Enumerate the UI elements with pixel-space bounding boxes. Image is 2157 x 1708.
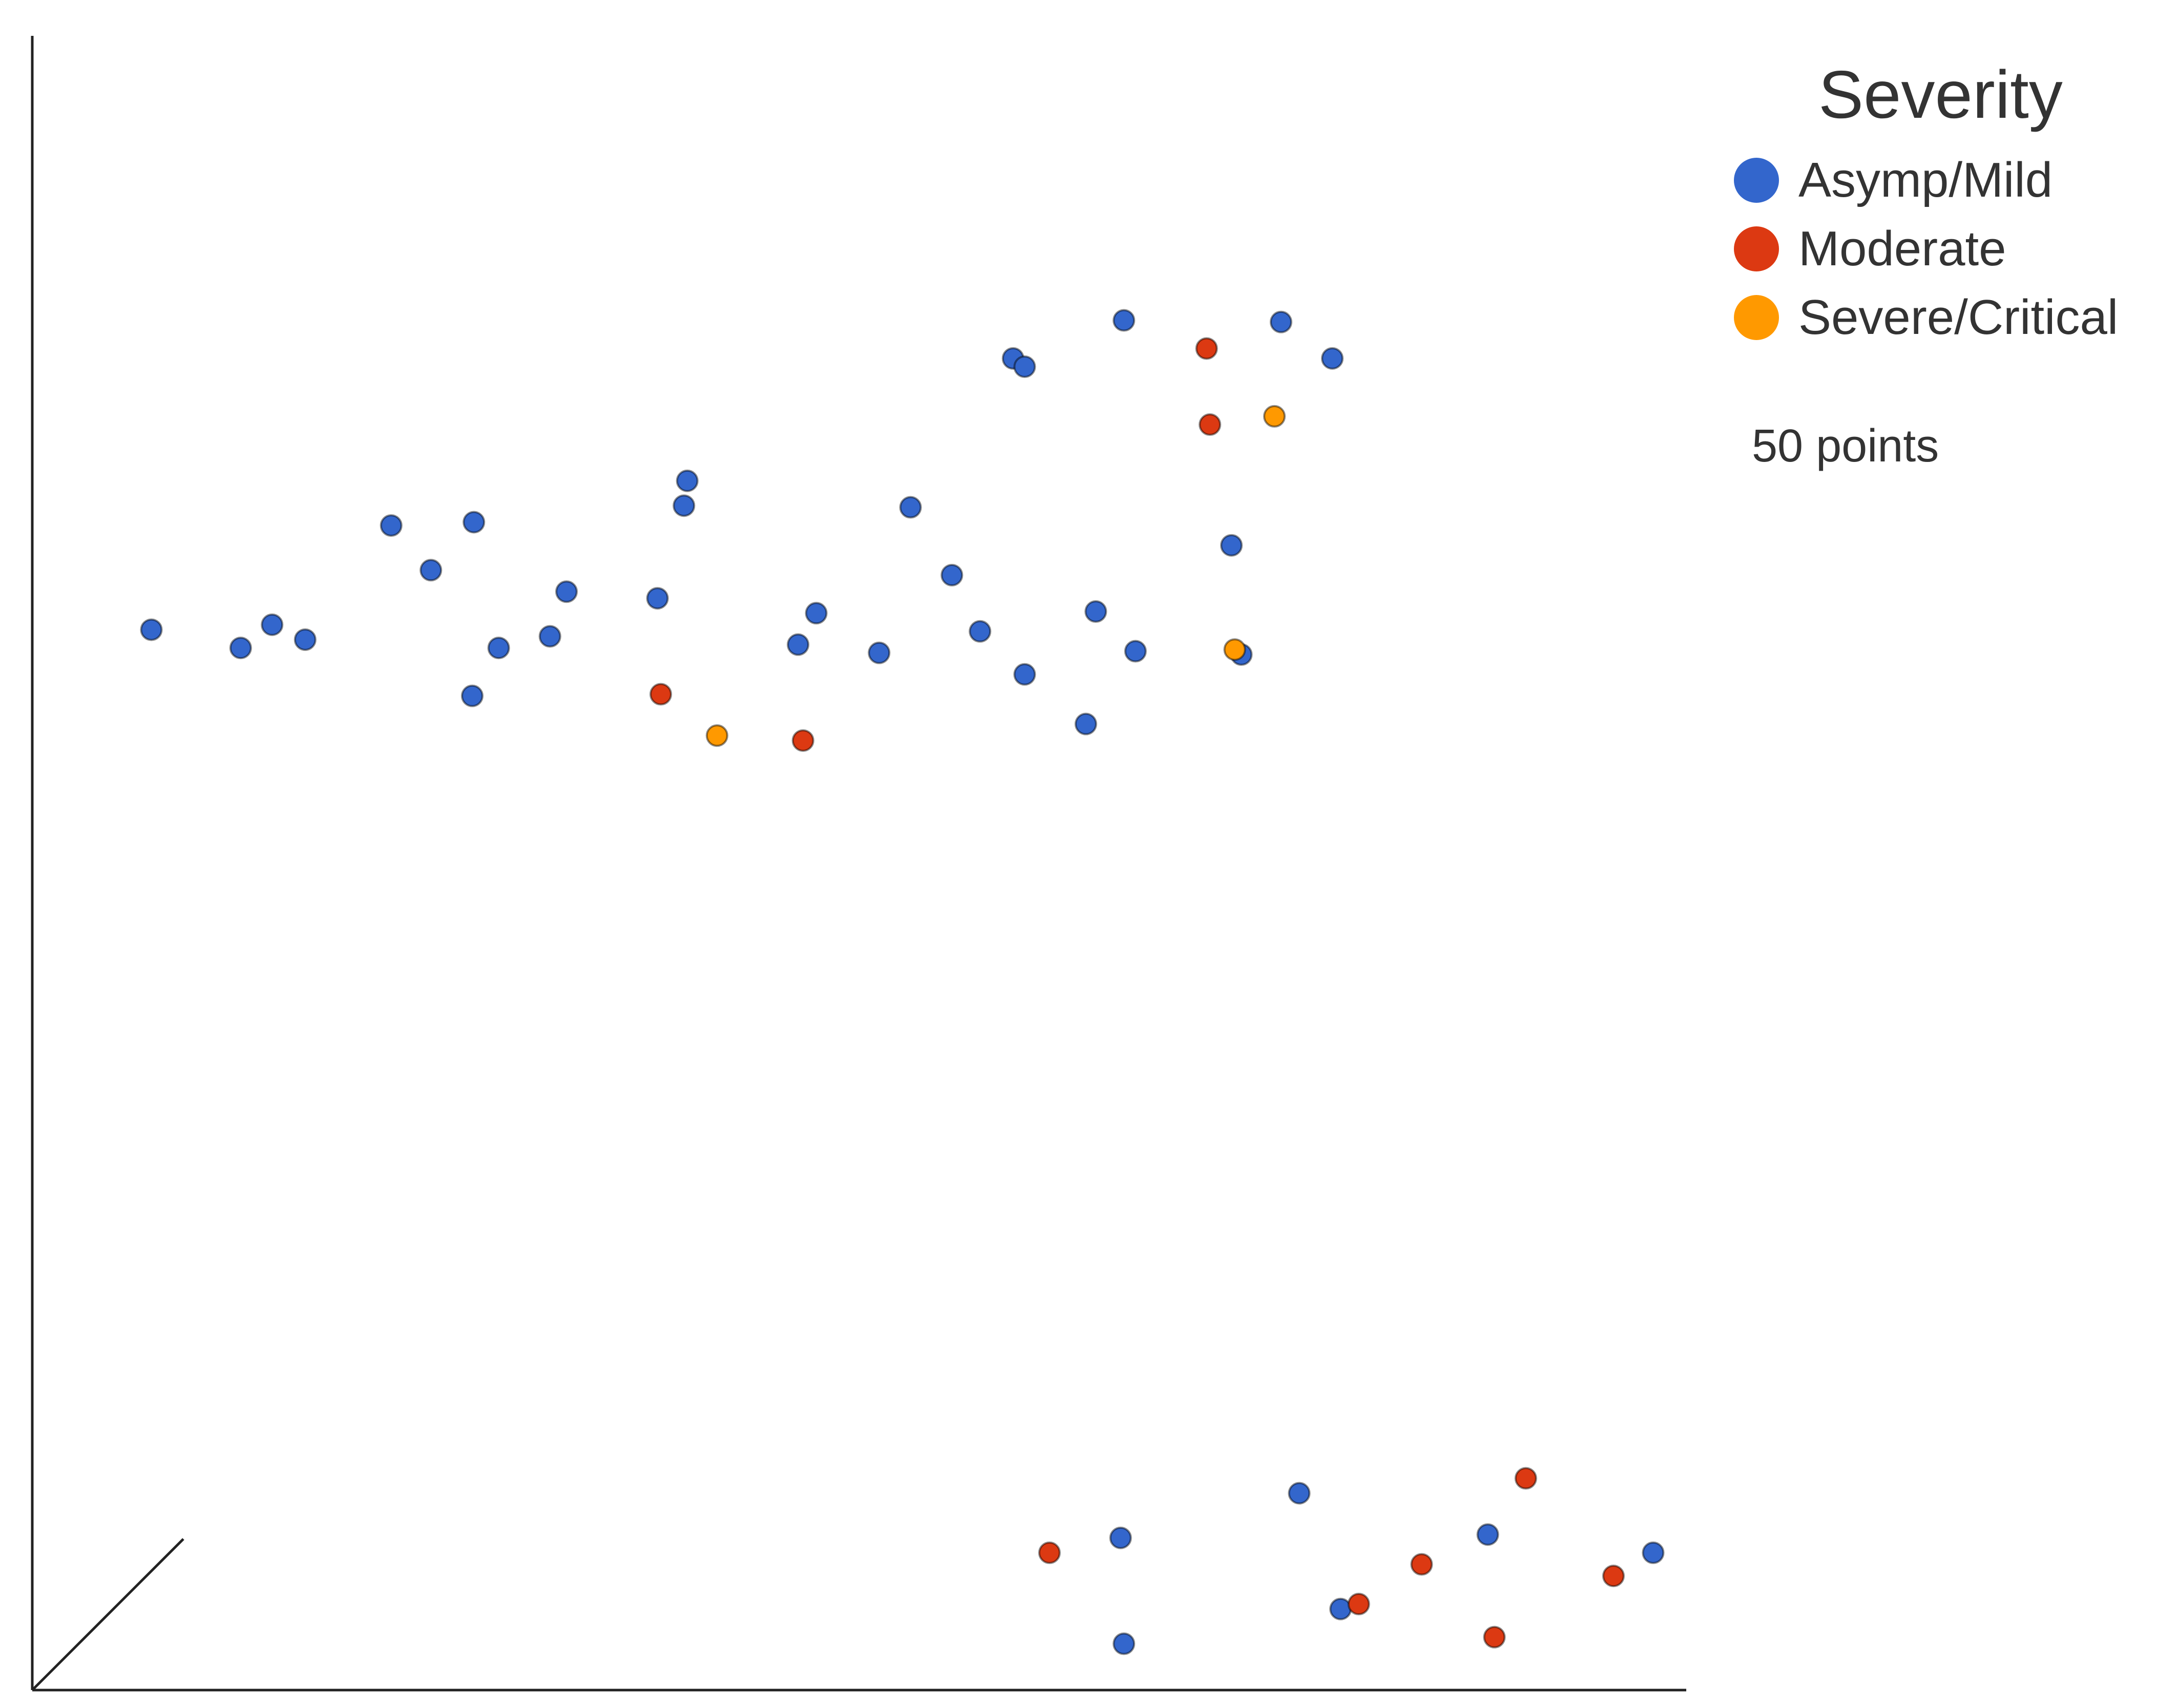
data-point-asymp-mild[interactable] xyxy=(673,494,696,517)
data-point-asymp-mild[interactable] xyxy=(969,620,992,643)
data-point-asymp-mild[interactable] xyxy=(1074,712,1097,735)
data-point-moderate[interactable] xyxy=(1602,1565,1625,1588)
data-point-asymp-mild[interactable] xyxy=(940,563,964,586)
data-point-asymp-mild[interactable] xyxy=(420,559,443,582)
data-point-moderate[interactable] xyxy=(1514,1467,1537,1490)
data-point-asymp-mild[interactable] xyxy=(1476,1523,1499,1546)
legend-title: Severity xyxy=(1818,57,2063,132)
data-point-severe-critical[interactable] xyxy=(1223,638,1246,661)
data-point-asymp-mild[interactable] xyxy=(1109,1526,1132,1549)
data-point-asymp-mild[interactable] xyxy=(646,587,669,610)
data-point-asymp-mild[interactable] xyxy=(1321,347,1344,370)
data-point-asymp-mild[interactable] xyxy=(1013,663,1036,686)
data-point-asymp-mild[interactable] xyxy=(787,633,810,656)
data-point-asymp-mild[interactable] xyxy=(1220,534,1243,557)
data-point-asymp-mild[interactable] xyxy=(463,511,486,534)
data-point-asymp-mild[interactable] xyxy=(487,637,510,660)
data-point-moderate[interactable] xyxy=(1347,1593,1370,1616)
data-point-asymp-mild[interactable] xyxy=(868,641,891,664)
data-point-asymp-mild[interactable] xyxy=(1642,1541,1665,1564)
data-point-asymp-mild[interactable] xyxy=(1288,1482,1311,1505)
legend: Severity Asymp/Mild Moderate Severe/Crit… xyxy=(1734,54,2144,352)
data-point-asymp-mild[interactable] xyxy=(261,613,284,636)
data-points xyxy=(140,309,1665,1655)
data-point-asymp-mild[interactable] xyxy=(676,469,699,492)
data-point-asymp-mild[interactable] xyxy=(294,628,317,651)
data-point-moderate[interactable] xyxy=(650,683,673,706)
legend-marker xyxy=(1734,158,1779,203)
data-point-asymp-mild[interactable] xyxy=(380,514,403,537)
data-point-asymp-mild[interactable] xyxy=(899,496,922,519)
z-axis-line xyxy=(31,1538,184,1691)
legend-label: Asymp/Mild xyxy=(1798,153,2053,207)
legend-item-asymp-mild[interactable]: Asymp/Mild xyxy=(1734,146,2144,215)
legend-label: Severe/Critical xyxy=(1798,290,2119,345)
data-point-moderate[interactable] xyxy=(791,729,814,752)
data-point-moderate[interactable] xyxy=(1410,1553,1433,1576)
data-point-moderate[interactable] xyxy=(1038,1541,1061,1564)
data-point-severe-critical[interactable] xyxy=(705,724,728,747)
legend-label: Moderate xyxy=(1798,221,2006,276)
data-point-asymp-mild[interactable] xyxy=(460,684,484,707)
legend-marker xyxy=(1734,295,1779,340)
legend-item-moderate[interactable]: Moderate xyxy=(1734,215,2144,283)
data-point-asymp-mild[interactable] xyxy=(1013,355,1036,378)
legend-item-severe-critical[interactable]: Severe/Critical xyxy=(1734,283,2144,352)
data-point-asymp-mild[interactable] xyxy=(1269,310,1292,333)
data-point-asymp-mild[interactable] xyxy=(229,637,252,660)
legend-marker xyxy=(1734,226,1779,271)
data-point-asymp-mild[interactable] xyxy=(1084,600,1107,623)
data-point-asymp-mild[interactable] xyxy=(140,618,163,641)
data-point-moderate[interactable] xyxy=(1195,337,1218,360)
data-point-asymp-mild[interactable] xyxy=(1124,640,1147,663)
data-point-asymp-mild[interactable] xyxy=(538,625,561,648)
data-point-asymp-mild[interactable] xyxy=(1113,1632,1136,1655)
data-point-moderate[interactable] xyxy=(1199,413,1222,436)
data-point-severe-critical[interactable] xyxy=(1263,405,1286,428)
data-point-moderate[interactable] xyxy=(1483,1626,1506,1649)
data-point-asymp-mild[interactable] xyxy=(555,580,578,603)
data-point-asymp-mild[interactable] xyxy=(805,602,828,625)
point-count: 50 points xyxy=(1752,420,1939,472)
plot-axes xyxy=(31,36,1686,1692)
data-point-asymp-mild[interactable] xyxy=(1113,309,1136,332)
